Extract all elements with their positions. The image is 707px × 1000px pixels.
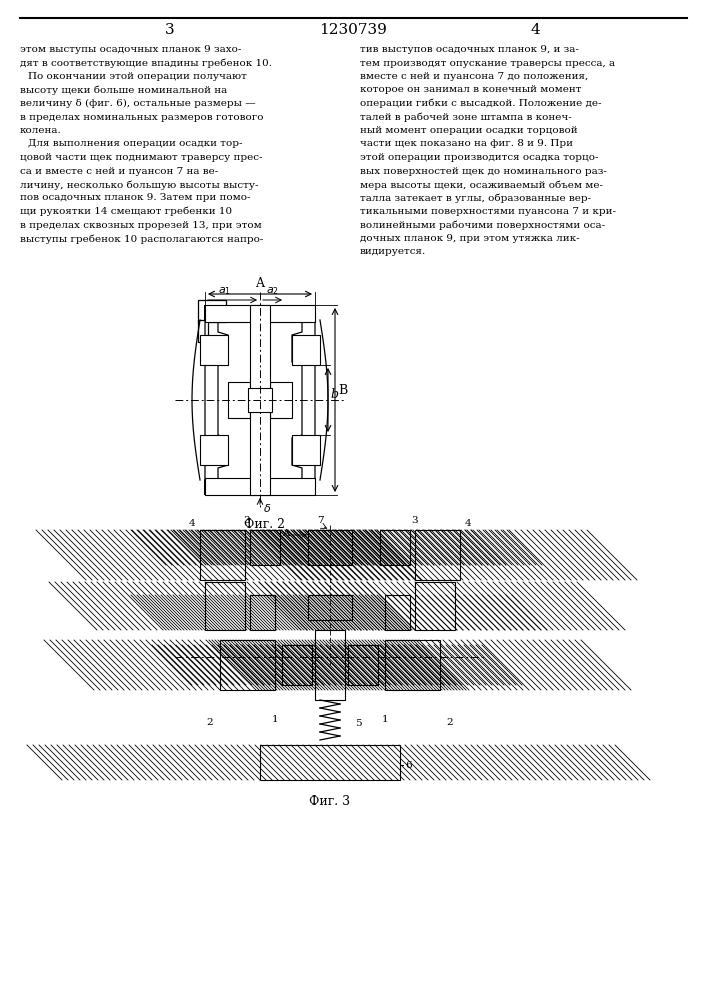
Text: вместе с ней и пуансона 7 до положения,: вместе с ней и пуансона 7 до положения, [360, 72, 588, 81]
Text: тив выступов осадочных планок 9, и за-: тив выступов осадочных планок 9, и за- [360, 45, 579, 54]
Text: части щек показано на фиг. 8 и 9. При: части щек показано на фиг. 8 и 9. При [360, 139, 573, 148]
Bar [385, 595, 410, 630]
Bar [292, 435, 320, 465]
Bar [282, 645, 312, 685]
Bar [385, 640, 440, 690]
Text: мера высоты щеки, осаживаемый объем ме-: мера высоты щеки, осаживаемый объем ме- [360, 180, 603, 190]
Text: личину, несколько большую высоты высту-: личину, несколько большую высоты высту- [20, 180, 259, 190]
Text: операции гибки с высадкой. Положение де-: операции гибки с высадкой. Положение де- [360, 99, 602, 108]
Bar [270, 382, 292, 418]
Text: выступы гребенок 10 располагаются напро-: выступы гребенок 10 располагаются напро- [20, 234, 264, 243]
Text: колена.: колена. [20, 126, 62, 135]
Text: 6: 6 [405, 760, 411, 770]
Bar [228, 382, 250, 418]
Text: 4: 4 [530, 23, 540, 37]
Text: 3: 3 [244, 516, 250, 525]
Bar [250, 410, 270, 495]
Text: этой операции производится осадка торцо-: этой операции производится осадка торцо- [360, 153, 599, 162]
Bar [292, 335, 320, 365]
Text: По окончании этой операции получают: По окончании этой операции получают [28, 72, 247, 81]
Text: видируется.: видируется. [360, 247, 426, 256]
Bar [260, 745, 400, 780]
Text: цовой части щек поднимают траверсу прес-: цовой части щек поднимают траверсу прес- [20, 153, 262, 162]
Text: 7: 7 [317, 516, 323, 525]
Bar [205, 478, 315, 495]
Text: ный момент операции осадки торцовой: ный момент операции осадки торцовой [360, 126, 578, 135]
Bar [220, 640, 275, 690]
Text: тем производят опускание траверсы пресса, а: тем производят опускание траверсы пресса… [360, 58, 615, 68]
Bar [348, 645, 378, 685]
Text: 2: 2 [206, 718, 214, 727]
Text: 1: 1 [382, 715, 388, 724]
Text: Фиг. 3: Фиг. 3 [310, 795, 351, 808]
Text: A: A [283, 528, 290, 538]
Bar [200, 530, 245, 580]
Bar [248, 388, 272, 412]
Bar [205, 305, 315, 322]
Text: A: A [255, 277, 264, 290]
Text: этом выступы осадочных планок 9 захо-: этом выступы осадочных планок 9 захо- [20, 45, 241, 54]
Text: 4: 4 [189, 519, 195, 528]
Text: которое он занимал в конечный момент: которое он занимал в конечный момент [360, 86, 581, 95]
Bar [315, 630, 345, 700]
Bar [308, 595, 352, 620]
Text: дочных планок 9, при этом утяжка лик-: дочных планок 9, при этом утяжка лик- [360, 234, 580, 243]
Bar [198, 320, 208, 342]
Text: 4: 4 [464, 519, 472, 528]
Text: пов осадочных планок 9. Затем при помо-: пов осадочных планок 9. Затем при помо- [20, 194, 250, 202]
Text: Фиг. 2: Фиг. 2 [245, 518, 286, 531]
Bar [200, 335, 228, 365]
Text: 5: 5 [355, 720, 361, 728]
Text: B: B [338, 383, 347, 396]
Text: высоту щеки больше номинальной на: высоту щеки больше номинальной на [20, 86, 227, 95]
Text: в пределах сквозных прорезей 13, при этом: в пределах сквозных прорезей 13, при это… [20, 221, 262, 230]
Text: $a_1$: $a_1$ [218, 285, 231, 297]
Text: тикальными поверхностями пуансона 7 и кри-: тикальными поверхностями пуансона 7 и кр… [360, 207, 616, 216]
Text: волинейными рабочими поверхностями оса-: волинейными рабочими поверхностями оса- [360, 221, 605, 230]
Text: 3: 3 [165, 23, 175, 37]
Text: 3: 3 [411, 516, 419, 525]
Text: талла затекает в углы, образованные вер-: талла затекает в углы, образованные вер- [360, 194, 591, 203]
Bar [250, 530, 280, 565]
Bar [308, 530, 352, 565]
Bar [200, 435, 228, 465]
Text: 1: 1 [271, 715, 279, 724]
Text: b: b [330, 388, 338, 401]
Text: щи рукоятки 14 смещают гребенки 10: щи рукоятки 14 смещают гребенки 10 [20, 207, 232, 217]
Bar [415, 582, 455, 630]
Text: величину δ (фиг. 6), остальные размеры —: величину δ (фиг. 6), остальные размеры — [20, 99, 256, 108]
Text: вых поверхностей щек до номинального раз-: вых поверхностей щек до номинального раз… [360, 166, 607, 176]
Text: Для выполнения операции осадки тор-: Для выполнения операции осадки тор- [28, 139, 243, 148]
Text: 2: 2 [447, 718, 453, 727]
Text: 1230739: 1230739 [320, 23, 387, 37]
Text: $a_2$: $a_2$ [266, 285, 279, 297]
Bar [415, 530, 460, 580]
Text: в пределах номинальных размеров готового: в пределах номинальных размеров готового [20, 112, 264, 121]
Text: талей в рабочей зоне штампа в конеч-: талей в рабочей зоне штампа в конеч- [360, 112, 572, 122]
Bar [380, 530, 410, 565]
Bar [250, 305, 270, 390]
Bar [205, 582, 245, 630]
Bar [198, 300, 226, 322]
Text: дят в соответствующие впадины гребенок 10.: дят в соответствующие впадины гребенок 1… [20, 58, 272, 68]
Bar [250, 595, 275, 630]
Text: са и вместе с ней и пуансон 7 на ве-: са и вместе с ней и пуансон 7 на ве- [20, 166, 218, 176]
Text: $\delta$: $\delta$ [263, 502, 271, 514]
